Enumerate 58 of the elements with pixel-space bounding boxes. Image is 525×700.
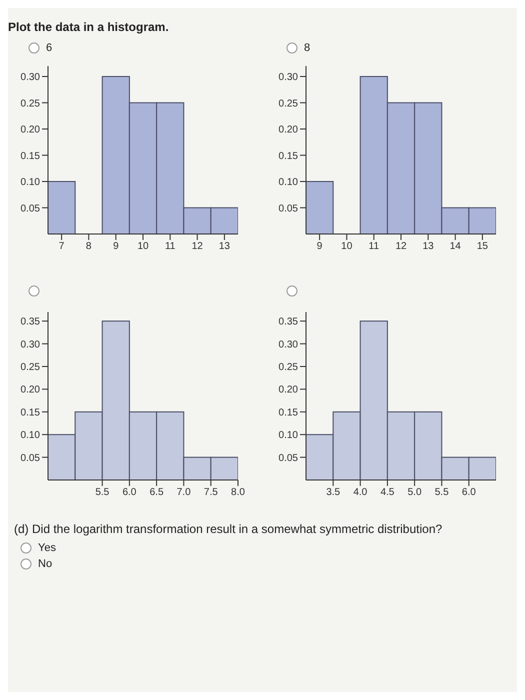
x-tick-label: 11	[368, 241, 380, 252]
x-tick-label: 10	[341, 241, 353, 252]
y-tick-label: 0.20	[20, 124, 40, 136]
x-tick-label: 9	[316, 241, 323, 252]
y-tick-label: 0.15	[20, 408, 40, 419]
x-tick-label: 7.5	[204, 487, 218, 498]
x-tick-label: 14	[450, 241, 462, 252]
x-tick-label: 6.5	[150, 487, 164, 498]
x-tick-label: 4.5	[380, 487, 395, 498]
x-tick-label: 10	[137, 241, 149, 252]
x-tick-label: 13	[218, 241, 230, 252]
y-tick-label: 0.35	[20, 316, 40, 328]
x-tick-label: 6.0	[122, 487, 137, 498]
y-tick-label: 0.25	[278, 98, 298, 110]
x-tick-label: 9	[113, 241, 120, 252]
x-tick-label: 5.0	[408, 487, 422, 498]
y-tick-label: 0.25	[278, 362, 298, 374]
text: 6	[45, 42, 54, 54]
text: No	[37, 558, 54, 570]
y-tick-label: 0.10	[20, 430, 40, 442]
y-tick-label: 0.30	[20, 339, 40, 350]
y-tick-label: 0.10	[278, 430, 298, 442]
y-tick-label: 0.15	[20, 150, 40, 162]
x-tick-label: 15	[476, 241, 488, 252]
x-tick-label: 8.0	[231, 487, 246, 498]
y-tick-label: 0.20	[20, 384, 40, 396]
y-tick-label: 0.25	[20, 362, 40, 374]
chart-title: Plot the data in a histogram.	[8, 20, 170, 34]
y-tick-label: 0.10	[278, 177, 298, 188]
x-tick-label: 11	[164, 241, 176, 252]
y-tick-label: 0.35	[278, 316, 298, 328]
y-tick-label: 0.05	[20, 203, 40, 214]
x-tick-label: 7	[58, 241, 65, 252]
x-tick-label: 7.0	[176, 487, 192, 498]
text: 8	[303, 42, 312, 54]
x-tick-label: 5.5	[95, 487, 110, 498]
x-tick-label: 3.5	[326, 487, 341, 498]
y-tick-label: 0.30	[278, 339, 298, 350]
text: Yes	[37, 542, 57, 554]
y-tick-label: 0.05	[278, 452, 298, 464]
y-tick-label: 0.25	[20, 98, 40, 110]
text: (d) Did the logarithm transformation result in a somewhat symmetric distribution?	[13, 522, 444, 536]
x-tick-label: 6.0	[462, 487, 476, 498]
y-tick-label: 0.30	[20, 72, 40, 84]
x-tick-label: 4.0	[353, 487, 368, 498]
x-tick-label: 12	[192, 241, 204, 252]
y-tick-label: 0.15	[278, 408, 298, 419]
y-tick-label: 0.15	[278, 150, 298, 162]
y-tick-label: 0.05	[278, 203, 298, 214]
x-tick-label: 12	[395, 241, 407, 252]
x-tick-label: 8	[86, 241, 92, 252]
y-tick-label: 0.05	[20, 452, 40, 464]
y-tick-label: 0.10	[20, 177, 40, 188]
x-tick-label: 5.5	[434, 487, 450, 498]
x-tick-label: 13	[422, 241, 434, 252]
y-tick-label: 0.20	[278, 384, 298, 396]
y-tick-label: 0.20	[278, 124, 298, 136]
y-tick-label: 0.30	[278, 72, 298, 84]
